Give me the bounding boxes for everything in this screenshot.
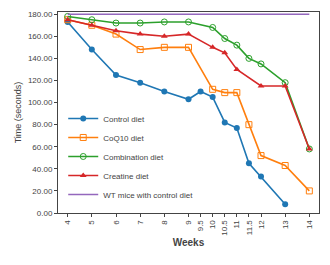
svg-text:Combination diet: Combination diet	[103, 153, 164, 162]
svg-text:11.5: 11.5	[245, 220, 254, 236]
svg-text:40.00: 40.00	[32, 165, 53, 174]
svg-text:5: 5	[87, 220, 96, 225]
svg-text:160.00: 160.00	[28, 32, 53, 41]
svg-text:4: 4	[63, 220, 72, 225]
svg-text:9: 9	[184, 220, 193, 225]
svg-text:CoQ10 diet: CoQ10 diet	[103, 134, 144, 143]
svg-text:13: 13	[281, 220, 290, 229]
svg-text:6: 6	[112, 220, 121, 225]
svg-text:0.00: 0.00	[37, 209, 53, 218]
svg-text:10: 10	[208, 220, 217, 229]
svg-text:14: 14	[305, 220, 314, 229]
svg-text:Time (seconds): Time (seconds)	[13, 82, 23, 144]
svg-text:12: 12	[257, 220, 266, 229]
svg-text:11: 11	[232, 220, 241, 229]
svg-text:7: 7	[136, 220, 145, 225]
svg-text:Weeks: Weeks	[173, 237, 205, 248]
svg-text:80.00: 80.00	[32, 120, 53, 129]
svg-text:8: 8	[160, 220, 169, 225]
svg-text:60.00: 60.00	[32, 143, 53, 152]
svg-text:Creatine diet: Creatine diet	[103, 172, 149, 181]
svg-text:140.00: 140.00	[28, 54, 53, 63]
svg-text:180.00: 180.00	[28, 10, 53, 19]
svg-text:120.00: 120.00	[28, 76, 53, 85]
svg-text:10.5: 10.5	[220, 220, 229, 236]
svg-text:20.00: 20.00	[32, 187, 53, 196]
svg-text:100.00: 100.00	[28, 98, 53, 107]
svg-text:Control diet: Control diet	[103, 115, 145, 124]
svg-text:9.5: 9.5	[196, 220, 205, 232]
svg-text:WT mice with control diet: WT mice with control diet	[103, 191, 193, 200]
